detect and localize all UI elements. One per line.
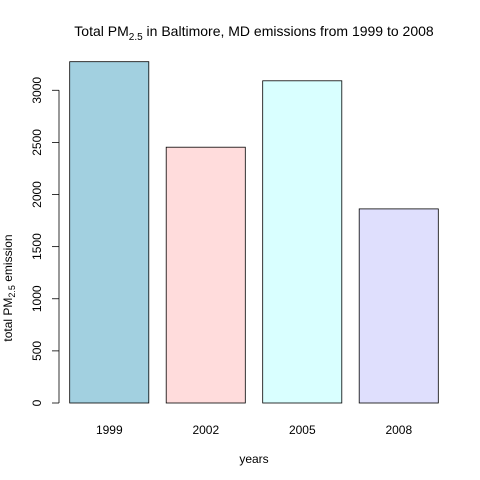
- x-tick-label-2005: 2005: [289, 423, 316, 437]
- bars-group: [69, 61, 439, 404]
- y-tick-label-1000: 1000: [30, 285, 44, 312]
- y-axis: 0 500 1000 1500 2000 2500 3000: [30, 77, 60, 406]
- chart-title: Total PM2.5 in Baltimore, MD emissions f…: [74, 23, 434, 43]
- y-tick-label-3000: 3000: [30, 77, 44, 104]
- bar-2008: [358, 208, 439, 404]
- chart-title-suffix: in Baltimore, MD emissions from 1999 to …: [143, 23, 434, 39]
- y-tick-label-500: 500: [30, 341, 44, 361]
- bar-2005: [262, 80, 343, 404]
- bar-1999: [69, 61, 150, 404]
- y-axis-label: total PM2.5 emission: [1, 234, 17, 341]
- x-tick-label-1999: 1999: [96, 423, 123, 437]
- x-axis-label: years: [239, 452, 268, 466]
- y-axis-label-subscript: 2.5: [7, 285, 17, 298]
- chart-title-prefix: Total PM: [74, 23, 128, 39]
- y-tick-label-2000: 2000: [30, 181, 44, 208]
- y-axis-label-prefix: total PM: [1, 298, 15, 342]
- x-tick-labels: 1999 2002 2005 2008: [96, 423, 413, 437]
- y-tick-label-1500: 1500: [30, 233, 44, 260]
- x-tick-label-2008: 2008: [385, 423, 412, 437]
- y-axis-label-suffix: emission: [1, 234, 15, 285]
- bar-2002: [165, 146, 246, 404]
- chart-title-subscript: 2.5: [129, 32, 143, 43]
- y-tick-label-2500: 2500: [30, 129, 44, 156]
- x-tick-label-2002: 2002: [192, 423, 219, 437]
- y-tick-label-0: 0: [30, 399, 44, 406]
